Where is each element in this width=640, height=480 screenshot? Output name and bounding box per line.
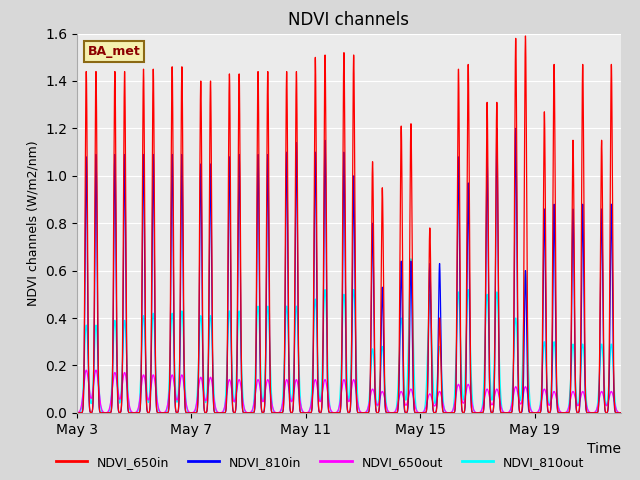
NDVI_810out (154, 396, 161, 402)
Y-axis label: NDVI channels (W/m2/nm): NDVI channels (W/m2/nm) (26, 140, 40, 306)
NDVI_810in (617, 410, 625, 416)
NDVI_650in (473, 410, 481, 416)
NDVI_810out (73, 410, 81, 416)
NDVI_810in (201, 409, 209, 415)
NDVI_810in (339, 272, 346, 277)
NDVI_810in (116, 410, 124, 416)
Legend: NDVI_650in, NDVI_810in, NDVI_650out, NDVI_810out: NDVI_650in, NDVI_810in, NDVI_650out, NDV… (51, 451, 589, 474)
NDVI_810out (339, 313, 346, 319)
NDVI_650out (83, 367, 90, 373)
X-axis label: Time: Time (587, 442, 621, 456)
Line: NDVI_650in: NDVI_650in (77, 36, 621, 413)
Line: NDVI_650out: NDVI_650out (77, 370, 621, 413)
Title: NDVI channels: NDVI channels (288, 11, 410, 29)
NDVI_650in (522, 33, 529, 39)
NDVI_650in (201, 409, 209, 415)
NDVI_810out (617, 410, 625, 416)
NDVI_650in (531, 410, 539, 416)
NDVI_650in (617, 410, 625, 416)
NDVI_810in (512, 126, 520, 132)
NDVI_650in (116, 410, 124, 416)
NDVI_650out (116, 396, 124, 402)
Line: NDVI_810in: NDVI_810in (77, 129, 621, 413)
NDVI_650in (73, 410, 81, 416)
NDVI_810out (473, 410, 481, 416)
NDVI_650out (154, 399, 161, 405)
NDVI_650out (473, 410, 481, 416)
NDVI_650out (617, 410, 625, 416)
NDVI_650in (339, 219, 346, 225)
Text: BA_met: BA_met (88, 45, 140, 58)
NDVI_650in (154, 409, 161, 415)
NDVI_810out (201, 395, 209, 400)
NDVI_650out (339, 380, 346, 386)
NDVI_810in (473, 410, 481, 416)
Line: NDVI_810out: NDVI_810out (77, 259, 621, 413)
NDVI_650out (73, 410, 81, 416)
NDVI_810out (116, 400, 124, 406)
NDVI_650out (201, 396, 209, 402)
NDVI_810out (407, 256, 415, 262)
NDVI_810in (73, 410, 81, 416)
NDVI_650out (531, 410, 539, 416)
NDVI_810in (154, 409, 161, 415)
NDVI_810out (531, 410, 539, 416)
NDVI_810in (531, 410, 539, 416)
